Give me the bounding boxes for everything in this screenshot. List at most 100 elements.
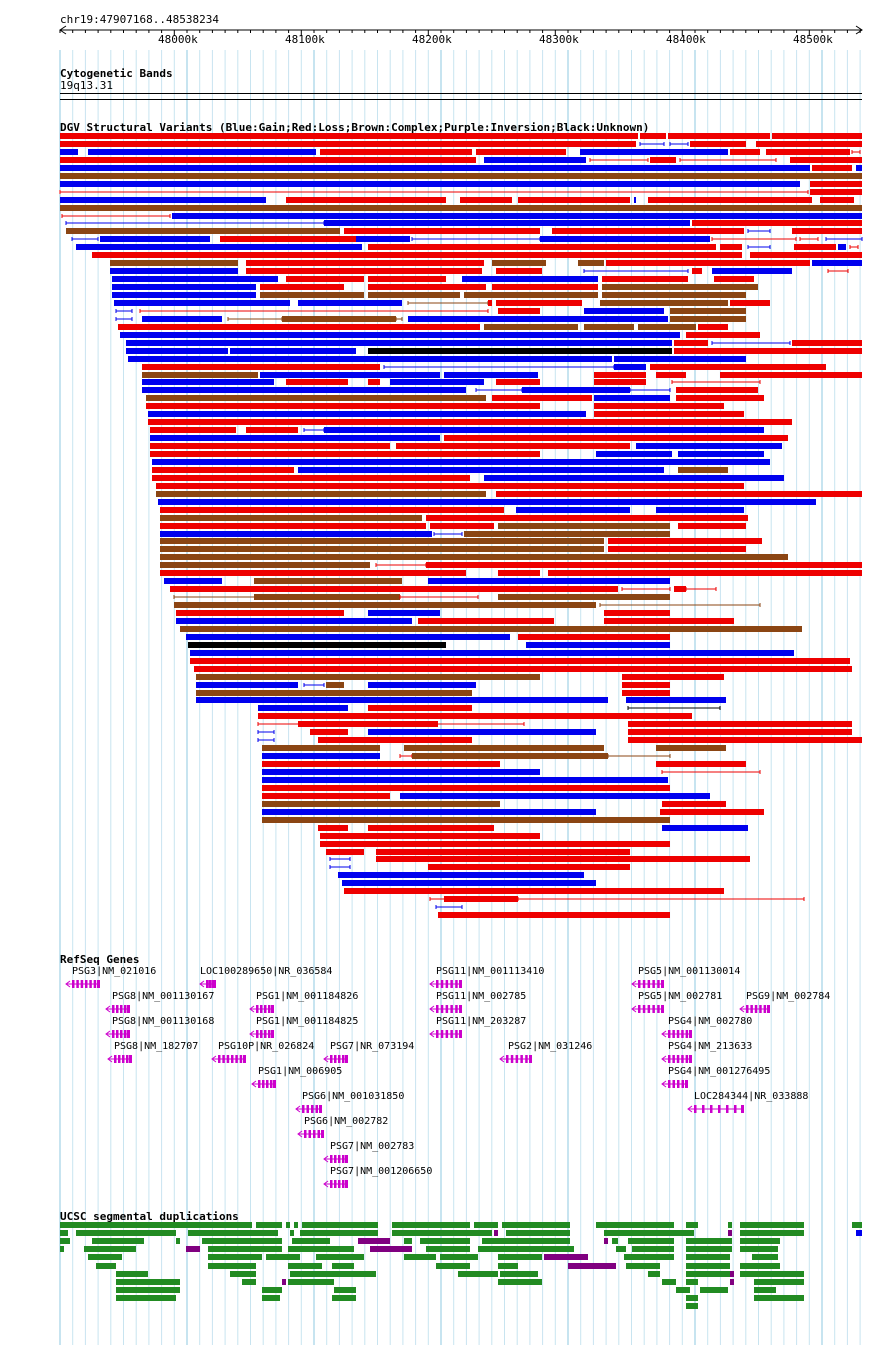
dgv-variant[interactable]	[464, 292, 598, 298]
dgv-variant[interactable]	[412, 753, 608, 759]
dgv-variant[interactable]	[712, 268, 792, 274]
gene-label[interactable]: PSG8|NM_182707	[114, 1041, 199, 1052]
segdup-block[interactable]	[262, 1295, 280, 1301]
dgv-variant[interactable]	[656, 372, 686, 378]
gene-label[interactable]: PSG11|NM_203287	[436, 1016, 527, 1027]
dgv-variant[interactable]	[812, 165, 852, 171]
segdup-block[interactable]	[686, 1263, 730, 1269]
segdup-block[interactable]	[686, 1295, 698, 1301]
segdup-block[interactable]	[662, 1279, 676, 1285]
dgv-variant[interactable]	[376, 856, 750, 862]
gene-label[interactable]: PSG7|NR_073194	[330, 1041, 415, 1052]
dgv-variant[interactable]	[260, 284, 344, 290]
segdup-block[interactable]	[752, 1254, 778, 1260]
dgv-variant[interactable]	[368, 292, 460, 298]
segdup-block[interactable]	[568, 1263, 616, 1269]
dgv-variant[interactable]	[496, 491, 862, 497]
segdup-block[interactable]	[286, 1222, 290, 1228]
dgv-variant[interactable]	[196, 697, 608, 703]
dgv-variant[interactable]	[426, 515, 748, 521]
dgv-variant[interactable]	[262, 801, 500, 807]
dgv-variant[interactable]	[428, 578, 670, 584]
dgv-variant[interactable]	[656, 761, 746, 767]
dgv-variant[interactable]	[180, 626, 802, 632]
dgv-variant[interactable]	[152, 467, 294, 473]
gene-label[interactable]: PSG4|NM_213633	[668, 1041, 753, 1052]
segdup-block[interactable]	[856, 1230, 862, 1236]
segdup-block[interactable]	[686, 1271, 730, 1277]
segdup-block[interactable]	[60, 1222, 252, 1228]
dgv-variant[interactable]	[674, 340, 708, 346]
segdup-block[interactable]	[288, 1246, 354, 1252]
gene-label[interactable]: PSG5|NM_002781	[638, 991, 723, 1002]
dgv-variant[interactable]	[626, 697, 726, 703]
dgv-variant[interactable]	[526, 642, 670, 648]
dgv-variant[interactable]	[462, 276, 598, 282]
segdup-block[interactable]	[754, 1295, 804, 1301]
dgv-variant[interactable]	[602, 284, 758, 290]
dgv-variant[interactable]	[484, 324, 578, 330]
dgv-variant[interactable]	[188, 642, 446, 648]
dgv-variant[interactable]	[176, 610, 344, 616]
segdup-block[interactable]	[116, 1279, 180, 1285]
dgv-variant[interactable]	[464, 531, 670, 537]
dgv-variant[interactable]	[498, 594, 670, 600]
dgv-variant[interactable]	[690, 141, 746, 147]
gene-label[interactable]: PSG11|NM_001113410	[436, 966, 545, 977]
gene-label[interactable]: PSG9|NM_002784	[746, 991, 831, 1002]
dgv-variant[interactable]	[552, 228, 744, 234]
segdup-block[interactable]	[498, 1263, 518, 1269]
dgv-variant[interactable]	[518, 197, 630, 203]
dgv-variant[interactable]	[60, 181, 800, 187]
dgv-variant[interactable]	[282, 316, 396, 322]
dgv-variant[interactable]	[298, 721, 438, 727]
dgv-variant[interactable]	[298, 300, 402, 306]
segdup-block[interactable]	[176, 1238, 180, 1244]
dgv-variant[interactable]	[60, 173, 862, 179]
dgv-variant[interactable]	[156, 491, 486, 497]
dgv-variant[interactable]	[368, 276, 446, 282]
dgv-variant[interactable]	[246, 260, 484, 266]
dgv-variant[interactable]	[356, 236, 410, 242]
segdup-block[interactable]	[740, 1271, 804, 1277]
dgv-variant[interactable]	[674, 348, 862, 354]
dgv-variant[interactable]	[262, 769, 540, 775]
segdup-block[interactable]	[290, 1271, 376, 1277]
gene-label[interactable]: PSG10P|NR_026824	[218, 1041, 315, 1052]
dgv-variant[interactable]	[160, 546, 604, 552]
dgv-variant[interactable]	[60, 141, 636, 147]
segdup-block[interactable]	[230, 1271, 256, 1277]
segdup-block[interactable]	[288, 1279, 334, 1285]
dgv-variant[interactable]	[368, 729, 596, 735]
gene-label[interactable]: PSG6|NM_002782	[304, 1116, 389, 1127]
segdup-block[interactable]	[502, 1222, 570, 1228]
dgv-variant[interactable]	[678, 467, 728, 473]
segdup-block[interactable]	[440, 1254, 478, 1260]
dgv-variant[interactable]	[498, 570, 540, 576]
dgv-variant[interactable]	[60, 157, 476, 163]
dgv-variant[interactable]	[260, 292, 364, 298]
dgv-variant[interactable]	[488, 300, 492, 306]
dgv-variant[interactable]	[152, 459, 770, 465]
dgv-variant[interactable]	[262, 785, 670, 791]
dgv-variant[interactable]	[674, 586, 686, 592]
dgv-variant[interactable]	[172, 213, 862, 219]
ruler[interactable]	[0, 0, 890, 50]
segdup-block[interactable]	[686, 1279, 698, 1285]
dgv-variant[interactable]	[476, 149, 566, 155]
segdup-block[interactable]	[334, 1287, 356, 1293]
segdup-block[interactable]	[740, 1238, 780, 1244]
dgv-variant[interactable]	[320, 841, 670, 847]
dgv-variant[interactable]	[650, 157, 676, 163]
segdup-block[interactable]	[436, 1263, 470, 1269]
dgv-variant[interactable]	[160, 531, 432, 537]
dgv-variant[interactable]	[492, 395, 592, 401]
dgv-variant[interactable]	[156, 483, 744, 489]
dgv-variant[interactable]	[258, 705, 348, 711]
gene-label[interactable]: PSG4|NM_001276495	[668, 1066, 771, 1077]
dgv-variant[interactable]	[540, 236, 710, 242]
segdup-block[interactable]	[500, 1271, 538, 1277]
dgv-variant[interactable]	[670, 316, 746, 322]
segdup-block[interactable]	[596, 1222, 674, 1228]
segdup-block[interactable]	[604, 1230, 694, 1236]
